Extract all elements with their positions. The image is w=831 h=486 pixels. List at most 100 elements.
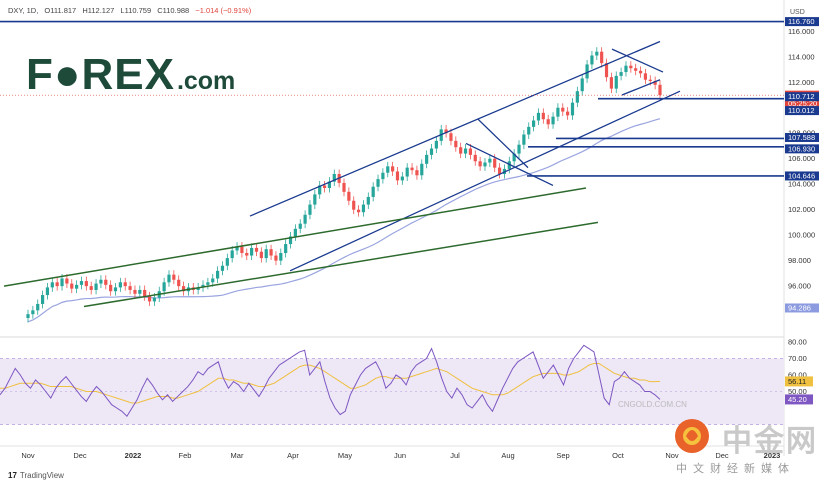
- candle-body: [425, 154, 429, 164]
- candle-body: [653, 80, 657, 85]
- rsi-tick-label: 70.00: [788, 354, 807, 363]
- candle-body: [235, 246, 239, 251]
- time-tick-label: 2023: [764, 451, 781, 460]
- candle-body: [322, 185, 327, 189]
- candle-body: [638, 70, 643, 74]
- candle-body: [483, 162, 487, 167]
- candle-body: [298, 223, 302, 229]
- ohlc-header: DXY, 1D, O111.817 H112.127 L110.759 C110…: [8, 6, 255, 15]
- watermark-name: 中金网: [722, 424, 818, 459]
- candle-body: [468, 148, 472, 155]
- candle-body: [225, 258, 229, 266]
- candle-body: [264, 249, 268, 259]
- time-tick-label: May: [338, 451, 352, 460]
- candle-body: [551, 116, 555, 125]
- time-tick-label: Sep: [556, 451, 569, 460]
- candle-body: [211, 278, 215, 283]
- candle-body: [658, 84, 662, 96]
- channel-upper-line: [249, 40, 661, 217]
- candle-body: [556, 107, 560, 117]
- candle-body: [395, 171, 400, 181]
- candle-body: [361, 204, 366, 213]
- candle-body: [196, 287, 200, 290]
- candle-body: [36, 303, 40, 311]
- rsi-tick-label: 50.00: [788, 387, 807, 396]
- time-tick-label: Dec: [73, 451, 87, 460]
- candle-body: [167, 274, 171, 283]
- price-tick-label: 100.000: [788, 231, 815, 240]
- candle-body: [580, 78, 584, 92]
- candle-body: [250, 247, 254, 256]
- watermark-site: CNGOLD.COM.CN: [618, 400, 687, 409]
- close-value: C110.988: [157, 6, 190, 15]
- price-tag-box: [785, 171, 819, 181]
- candle-body: [473, 154, 477, 162]
- candle-body: [536, 112, 541, 121]
- candle-body: [517, 144, 521, 154]
- time-tick-label: Apr: [287, 451, 299, 460]
- price-tag-label: 104.646: [788, 171, 815, 180]
- candle-body: [94, 283, 98, 290]
- channel-lower-line: [289, 90, 681, 272]
- time-tick-label: 2022: [125, 451, 142, 460]
- candle-body: [259, 251, 263, 259]
- candle-body: [327, 181, 332, 189]
- candle-body: [595, 51, 599, 56]
- candle-body: [400, 176, 404, 181]
- candle-body: [254, 247, 259, 252]
- candle-body: [245, 253, 249, 256]
- price-tag-label: 116.760: [788, 17, 815, 26]
- candle-body: [152, 297, 156, 302]
- rsi-tag-box: [785, 394, 813, 405]
- candle-body: [624, 65, 628, 73]
- candle-body: [429, 148, 434, 155]
- candle-body: [532, 120, 536, 127]
- candle-body: [507, 161, 511, 169]
- price-tick-label: 98.000: [788, 256, 811, 265]
- watermark-coin-icon: [675, 419, 709, 453]
- price-tag-box: [785, 106, 819, 116]
- price-tag-label: 110.012: [788, 106, 815, 115]
- time-tick-label: Mar: [231, 451, 244, 460]
- candle-body: [143, 289, 147, 297]
- price-tick-label: 106.000: [788, 154, 815, 163]
- time-tick-label: Aug: [501, 451, 514, 460]
- candle-body: [230, 250, 234, 259]
- candle-body: [181, 286, 186, 292]
- candle-body: [293, 228, 297, 237]
- flag-line-upper: [465, 142, 554, 187]
- price-tick-label: 104.000: [788, 180, 815, 189]
- candle-body: [352, 200, 356, 210]
- logo-dotcom-text: .com: [176, 67, 236, 95]
- candle-body: [497, 167, 502, 174]
- price-tag-box: [785, 92, 819, 102]
- candle-body: [288, 236, 293, 245]
- candle-body: [634, 68, 638, 71]
- rsi-tag-label: 45.20: [788, 395, 807, 404]
- candle-body: [40, 295, 45, 304]
- candle-body: [371, 186, 375, 197]
- candle-body: [356, 209, 361, 213]
- low-value: L110.759: [120, 6, 152, 15]
- rsi-tick-label: 80.00: [788, 338, 807, 347]
- price-tick-label: 112.000: [788, 78, 815, 87]
- candle-body: [138, 289, 142, 294]
- countdown-label: 05:25:20: [788, 99, 817, 108]
- candle-body: [609, 77, 613, 89]
- candle-body: [133, 289, 137, 294]
- price-tag-label: 110.712: [788, 92, 815, 101]
- price-axis: USD 96.000 98.000 100.000 102.000 104.000 106.…: [788, 9, 815, 396]
- rsi-ma-line: [0, 362, 661, 404]
- candle-body: [50, 282, 54, 288]
- logo-main-text: F●REX: [26, 50, 175, 99]
- candle-body: [60, 278, 64, 287]
- candle-body: [123, 282, 127, 287]
- candles: [26, 47, 662, 323]
- price-tag-box: [785, 132, 819, 142]
- tradingview-brand[interactable]: 17 TradingView: [8, 471, 64, 480]
- candle-body: [459, 147, 463, 154]
- forex-logo: F●REX.com: [26, 50, 235, 100]
- time-axis: Nov Dec 2022 Feb Mar Apr May Jun Jul Aug Sep Oct Nov…: [21, 451, 780, 460]
- candle-body: [284, 244, 288, 253]
